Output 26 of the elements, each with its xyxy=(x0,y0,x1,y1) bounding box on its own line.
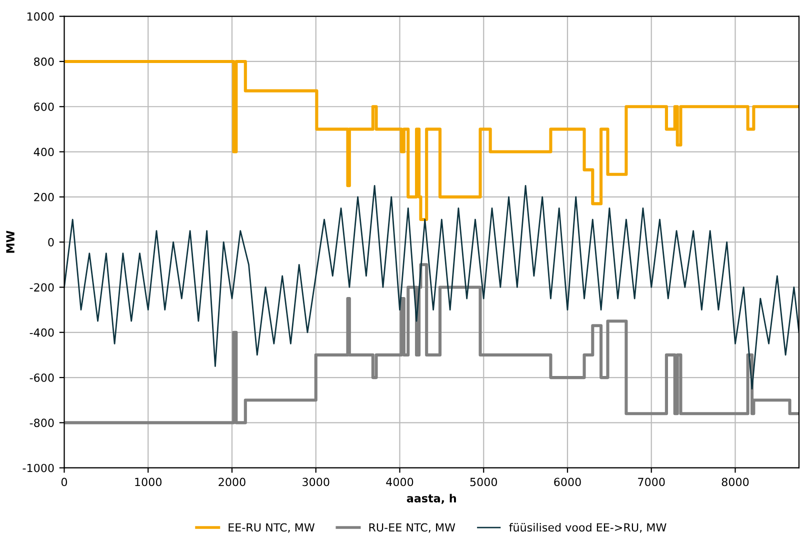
y-tick-label: 400 xyxy=(34,148,54,156)
y-tick-label: -800 xyxy=(30,418,54,428)
x-tick-label: 3000 xyxy=(302,478,330,486)
legend-label: EE-RU NTC, MW xyxy=(228,523,315,533)
x-tick-label: 5000 xyxy=(470,478,498,486)
x-tick-label: 0 xyxy=(61,478,68,486)
y-tick-label: 600 xyxy=(34,102,54,112)
legend-label: füüsilised vood EE->RU, MW xyxy=(509,522,666,533)
line-series xyxy=(64,184,799,390)
y-tick-label: 200 xyxy=(34,192,54,202)
x-axis-title: aasta, h xyxy=(406,494,456,504)
y-tick-label: -400 xyxy=(30,328,54,337)
x-tick-label: 8000 xyxy=(722,478,749,486)
y-tick-label: -600 xyxy=(30,374,54,382)
x-tick-label: 1000 xyxy=(135,478,162,486)
x-tick-label: 6000 xyxy=(554,478,581,486)
legend-label: RU-EE NTC, MW xyxy=(369,523,456,533)
y-tick-label: -1000 xyxy=(22,464,54,472)
y-tick-label: 800 xyxy=(34,57,54,66)
y-tick-label: 0 xyxy=(48,238,54,246)
y-tick-label: -200 xyxy=(30,283,54,292)
x-tick-label: 4000 xyxy=(386,478,414,486)
y-tick-label: 1000 xyxy=(27,12,54,21)
y-axis-title: MW xyxy=(6,230,14,253)
x-tick-label: 7000 xyxy=(638,478,665,486)
x-tick-label: 2000 xyxy=(218,478,246,486)
